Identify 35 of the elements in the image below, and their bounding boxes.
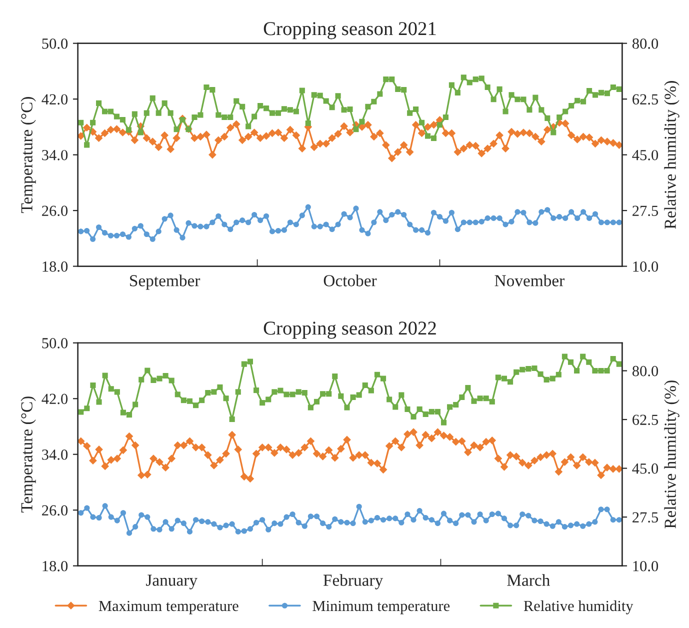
- x-tick-label: January: [146, 574, 198, 590]
- y2-axis-title: Relative humidity (%): [664, 81, 680, 229]
- y-tick-label: 18.0: [42, 261, 68, 272]
- y-axis-title: Temperature (°C): [20, 97, 36, 214]
- chart-title: Cropping season 2022: [264, 322, 436, 339]
- x-tick-label: September: [130, 274, 200, 290]
- y-tick-label: 34.0: [42, 450, 68, 460]
- x-tick-label: March: [507, 574, 550, 586]
- y-tick-label: 42.0: [42, 394, 68, 404]
- y2-tick-label: 45.0: [632, 463, 658, 474]
- y-tick-label: 34.0: [42, 150, 68, 160]
- y2-tick-label: 45.0: [632, 150, 658, 160]
- y2-tick-label: 80.0: [632, 366, 658, 376]
- y-tick-label: 42.0: [42, 94, 68, 105]
- legend-label: Maximum temperature: [98, 600, 238, 614]
- y2-axis-title: Relative humidity (%): [664, 380, 680, 528]
- y2-tick-label: 27.5: [632, 512, 658, 523]
- legend-label: Minimum temperature: [312, 600, 450, 614]
- chart-title: Cropping season 2021: [264, 22, 436, 40]
- y2-tick-label: 10.0: [633, 560, 658, 572]
- y2-tick-label: 27.5: [632, 206, 658, 216]
- x-tick-label: October: [324, 274, 377, 286]
- y-tick-label: 26.0: [42, 505, 68, 516]
- y-tick-label: 18.0: [42, 560, 68, 572]
- y-axis-title: Temperature (°C): [20, 396, 36, 513]
- y-tick-label: 26.0: [42, 206, 68, 216]
- legend-label: Relative humidity: [524, 600, 634, 614]
- x-tick-label: November: [494, 274, 564, 286]
- y2-tick-label: 62.5: [632, 414, 658, 426]
- y-tick-label: 50.0: [42, 38, 68, 49]
- y2-tick-label: 10.0: [633, 261, 658, 272]
- y2-tick-label: 80.0: [632, 38, 658, 49]
- x-tick-label: February: [323, 574, 384, 590]
- y2-tick-label: 62.5: [632, 94, 658, 105]
- y-tick-label: 50.0: [42, 338, 68, 348]
